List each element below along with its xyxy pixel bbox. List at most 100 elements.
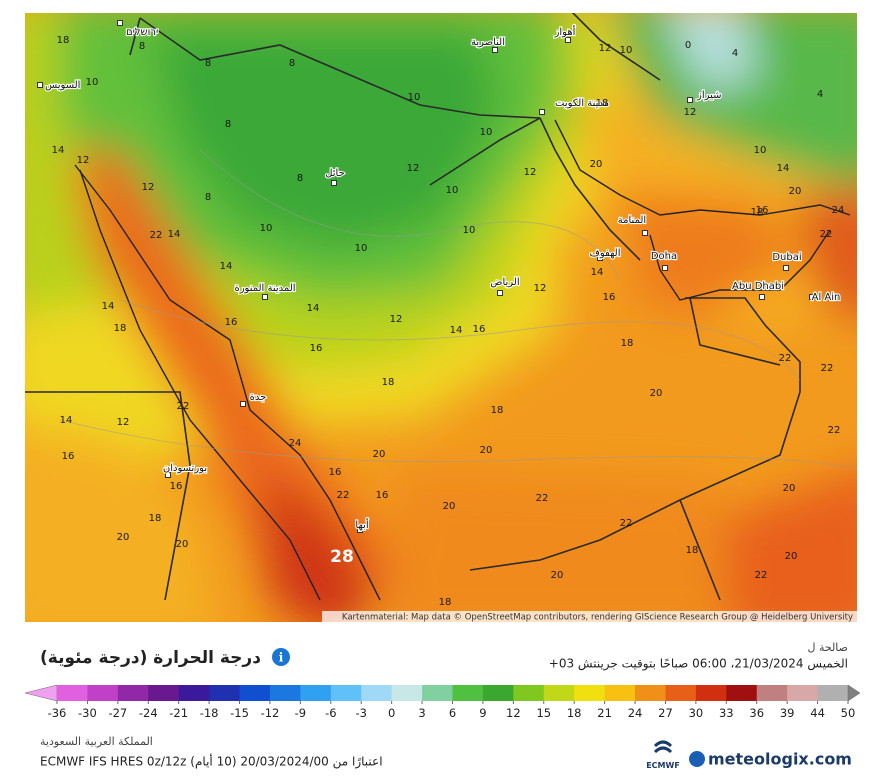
colorbar-segment (513, 685, 545, 701)
temperature-label: 12 (407, 163, 420, 174)
colorbar-tick-label: 33 (719, 706, 734, 720)
temperature-label: 18 (382, 377, 395, 388)
colorbar-tick-label: 36 (749, 706, 764, 720)
temperature-label: 16 (329, 467, 342, 478)
colorbar-segment (57, 685, 88, 701)
city-label: الرياض (490, 277, 519, 288)
colorbar-segment (300, 685, 332, 701)
temperature-label: 22 (177, 401, 190, 412)
colorbar-segment (87, 685, 119, 701)
temperature-label: 18 (57, 35, 70, 46)
temperature-label: 16 (603, 292, 616, 303)
coastline (74, 119, 851, 601)
temperature-label: 16 (756, 205, 769, 216)
city-marker (165, 472, 171, 478)
colorbar-segment (269, 685, 301, 701)
colorbar-tick-label: 44 (810, 706, 825, 720)
temperature-label: 20 (480, 445, 493, 456)
colorbar-segment (330, 685, 362, 701)
city-label: Dubai (772, 252, 801, 263)
colorbar-segment (665, 685, 697, 701)
temperature-label: 18 (751, 207, 764, 218)
model-run: اعتبارًا من 20/03/2024/00 (10 أيام) ECMW… (40, 754, 383, 770)
temperature-label: 14 (591, 267, 604, 278)
temperature-label: 20 (373, 449, 386, 460)
city-marker (539, 109, 545, 115)
map: ירושלים السويس الناصرية أهواز مدينة الكويت شي… (25, 13, 857, 623)
colorbar-tick-label: -15 (230, 706, 249, 720)
colorbar-segment (543, 685, 575, 701)
city-label: Abu Dhabi (732, 281, 784, 292)
city-label: أبها (355, 518, 368, 531)
city-label: الهفوف (589, 248, 620, 259)
city-marker (662, 265, 668, 271)
temperature-label: 0 (685, 40, 691, 51)
city-label: المدينة المنورة (234, 283, 295, 294)
temperature-label: 14 (102, 301, 115, 312)
city-label: بورتسودان (163, 463, 207, 474)
city-label: شيراز (696, 90, 722, 101)
valid-time: الخميس 21/03/2024، 06:00 صباحًا بتوقيت ج… (549, 657, 848, 672)
temperature-label: 12 (142, 182, 155, 193)
temperature-label: 22 (821, 363, 834, 374)
city-label: السويس (45, 80, 80, 91)
colorbar-tick-label: -30 (78, 706, 97, 720)
brand[interactable]: meteologix.com (708, 750, 852, 769)
temperature-label: 8 (297, 173, 303, 184)
valid-label: صالحة ل (807, 641, 848, 654)
city-marker (642, 230, 648, 236)
temperature-label: 14 (168, 229, 181, 240)
city-label: ירושלים (126, 27, 158, 38)
colorbar-tick-label: 15 (536, 706, 551, 720)
temperature-label: 22 (755, 570, 768, 581)
temperature-label: 22 (620, 518, 633, 529)
colorbar-arrow (24, 684, 58, 702)
colorbar-tick-label: 27 (658, 706, 673, 720)
temperature-label: 18 (114, 323, 127, 334)
brand-icon[interactable] (689, 751, 705, 767)
temperature-label: 4 (817, 89, 823, 100)
city-marker (809, 294, 815, 300)
temperature-label: 18 (439, 597, 452, 608)
info-icon[interactable] (272, 648, 290, 666)
temperature-label: 16 (170, 481, 183, 492)
city-marker (240, 401, 246, 407)
colorbar-tick-label: 12 (506, 706, 521, 720)
temperature-label: 24 (289, 438, 302, 449)
colorbar-arrow (847, 684, 861, 702)
city-marker (597, 255, 603, 261)
temperature-label: 22 (337, 490, 350, 501)
colorbar-segment (239, 685, 271, 701)
temperature-label: 18 (149, 513, 162, 524)
colorbar-tick-label: 3 (418, 706, 425, 720)
temperature-label: 16 (473, 324, 486, 335)
temperature-label: 20 (789, 186, 802, 197)
colorbar-segment (148, 685, 180, 701)
temperature-label: 18 (596, 98, 609, 109)
colorbar-segment (422, 685, 453, 701)
city-marker (565, 37, 571, 43)
temperature-label: 20 (551, 570, 564, 581)
temperature-label: 18 (621, 338, 634, 349)
colorbar-tick-label: -9 (295, 706, 306, 720)
temperature-label: 10 (408, 92, 421, 103)
temperature-label: 20 (117, 532, 130, 543)
colorbar-tick-label: 6 (449, 706, 456, 720)
colorbar-segment (391, 685, 423, 701)
temperature-label: 16 (62, 451, 75, 462)
temperature-label: 20 (443, 501, 456, 512)
colorbar-segment (787, 685, 819, 701)
ecmwf-logo: ECMWF (646, 740, 680, 770)
colorbar-tick-label: -36 (48, 706, 67, 720)
city-label: أهواز (554, 25, 576, 38)
temperature-label: 10 (446, 185, 459, 196)
temperature-label: 22 (779, 353, 792, 364)
colorbar-segment (604, 685, 636, 701)
temperature-label: 12 (390, 314, 403, 325)
temperature-label: 28 (330, 547, 354, 567)
city-label: مدينة الكويت (555, 98, 609, 109)
info-glyph: i (279, 651, 284, 665)
temperature-label: 22 (150, 230, 163, 241)
city-marker (331, 180, 337, 186)
ecmwf-label: ECMWF (646, 761, 680, 770)
